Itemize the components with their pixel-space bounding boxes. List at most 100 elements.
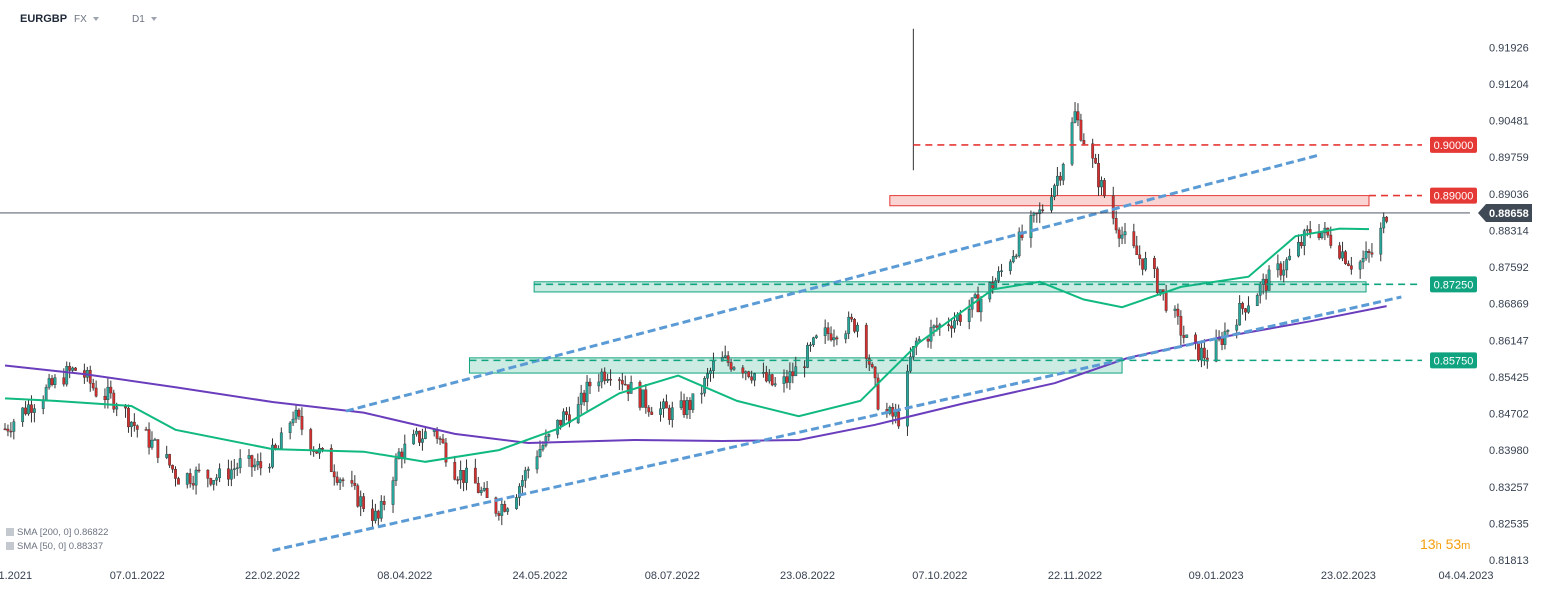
candle-body: [1132, 231, 1136, 247]
candle-body: [1070, 122, 1074, 165]
price-tick-label: 0.83980: [1489, 445, 1529, 457]
candle-body: [356, 485, 360, 507]
candle-body: [826, 327, 830, 335]
candle-body: [1258, 284, 1262, 296]
candle-body: [603, 371, 607, 381]
candle-body: [588, 381, 592, 387]
market-selector[interactable]: FX: [74, 14, 99, 25]
candle-body: [188, 473, 192, 484]
candle-body: [206, 469, 210, 479]
candle-body: [229, 469, 233, 480]
candle-body: [412, 433, 416, 445]
candle-body: [1338, 245, 1341, 259]
candle-body: [74, 367, 77, 371]
candle-body: [1364, 251, 1368, 259]
candle-body: [153, 439, 157, 441]
candle-body: [832, 337, 836, 341]
legend-name: SMA: [17, 541, 38, 552]
candle-body: [753, 373, 757, 381]
candle-body: [438, 438, 442, 440]
candle-body: [500, 504, 504, 516]
candle-body: [1114, 218, 1118, 231]
candle-body: [397, 451, 401, 459]
candle-body: [444, 442, 448, 463]
candle-body: [1349, 265, 1353, 270]
candle-body: [1285, 259, 1289, 271]
candle-body: [321, 447, 324, 450]
indicator-settings-icon[interactable]: [6, 542, 14, 550]
candle-body: [888, 407, 892, 414]
candle-body: [1138, 254, 1142, 259]
candle-body: [617, 379, 621, 381]
price-tick-label: 0.89759: [1489, 152, 1529, 164]
candle-body: [709, 370, 712, 374]
candle-body: [1050, 196, 1053, 211]
candle-body: [12, 421, 16, 432]
candle-body: [1194, 334, 1197, 342]
candle-body: [1344, 251, 1347, 264]
candle-body: [1135, 245, 1139, 256]
legend-sma50[interactable]: SMA [50, 0] 0.88337: [6, 541, 103, 552]
candle-body: [68, 366, 72, 371]
candle-body: [1329, 234, 1333, 246]
candle-body: [485, 487, 489, 499]
sma200-line: [4, 305, 1387, 445]
candle-body: [6, 428, 10, 432]
candle-body: [71, 367, 75, 371]
indicator-settings-icon[interactable]: [6, 528, 14, 536]
price-tick-label: 0.83257: [1489, 482, 1529, 494]
candle-body: [932, 325, 936, 328]
candle-body: [506, 508, 510, 512]
candle-body: [665, 401, 668, 409]
candle-body: [462, 470, 465, 483]
candle-body: [582, 392, 586, 403]
candle-body: [353, 483, 357, 486]
candle-body: [171, 464, 174, 470]
candle-body: [465, 467, 468, 483]
candle-body: [814, 335, 818, 338]
candle-body: [667, 407, 671, 420]
candle-body: [679, 400, 683, 408]
candle-body: [870, 364, 874, 368]
candle-body: [1123, 231, 1127, 236]
candle-body: [106, 386, 110, 401]
candle-body: [829, 333, 833, 341]
candle-body: [741, 367, 745, 374]
candle-body: [906, 370, 909, 427]
symbol-label[interactable]: EURGBP: [20, 13, 68, 25]
candle-body: [271, 444, 274, 468]
candle-body: [1008, 261, 1012, 271]
legend-name: SMA: [17, 527, 38, 538]
candle-body: [644, 389, 648, 408]
candle-body: [215, 477, 219, 481]
candle-body: [191, 483, 195, 486]
interval-selector[interactable]: D1: [132, 14, 157, 25]
candle-body: [1276, 263, 1280, 271]
candle-body: [415, 430, 418, 435]
candle-body: [1267, 269, 1271, 291]
candle-body: [894, 411, 898, 417]
price-tick-label: 0.87592: [1489, 262, 1529, 274]
candle-body: [391, 480, 395, 505]
candle-body: [1161, 289, 1165, 292]
legend-sma200[interactable]: SMA [200, 0] 0.86822: [6, 527, 108, 538]
chevron-down-icon: [92, 17, 99, 22]
candle-body: [773, 383, 777, 386]
candle-body: [253, 464, 257, 468]
candle-body: [479, 490, 483, 493]
candle-body: [659, 408, 662, 415]
candle-body: [873, 366, 877, 379]
candle-body: [850, 316, 854, 320]
candle-body: [250, 455, 254, 468]
candle-body: [623, 383, 627, 386]
candle-body: [109, 386, 113, 394]
candle-body: [926, 338, 930, 342]
level-label: 0.90000: [1434, 140, 1474, 152]
date-tick-label: 22.02.2022: [245, 570, 300, 582]
candle-body: [1238, 303, 1242, 326]
candle-body: [629, 382, 633, 394]
candle-body: [453, 461, 457, 480]
candle-body: [576, 404, 580, 424]
price-tick-label: 0.91204: [1489, 79, 1529, 91]
